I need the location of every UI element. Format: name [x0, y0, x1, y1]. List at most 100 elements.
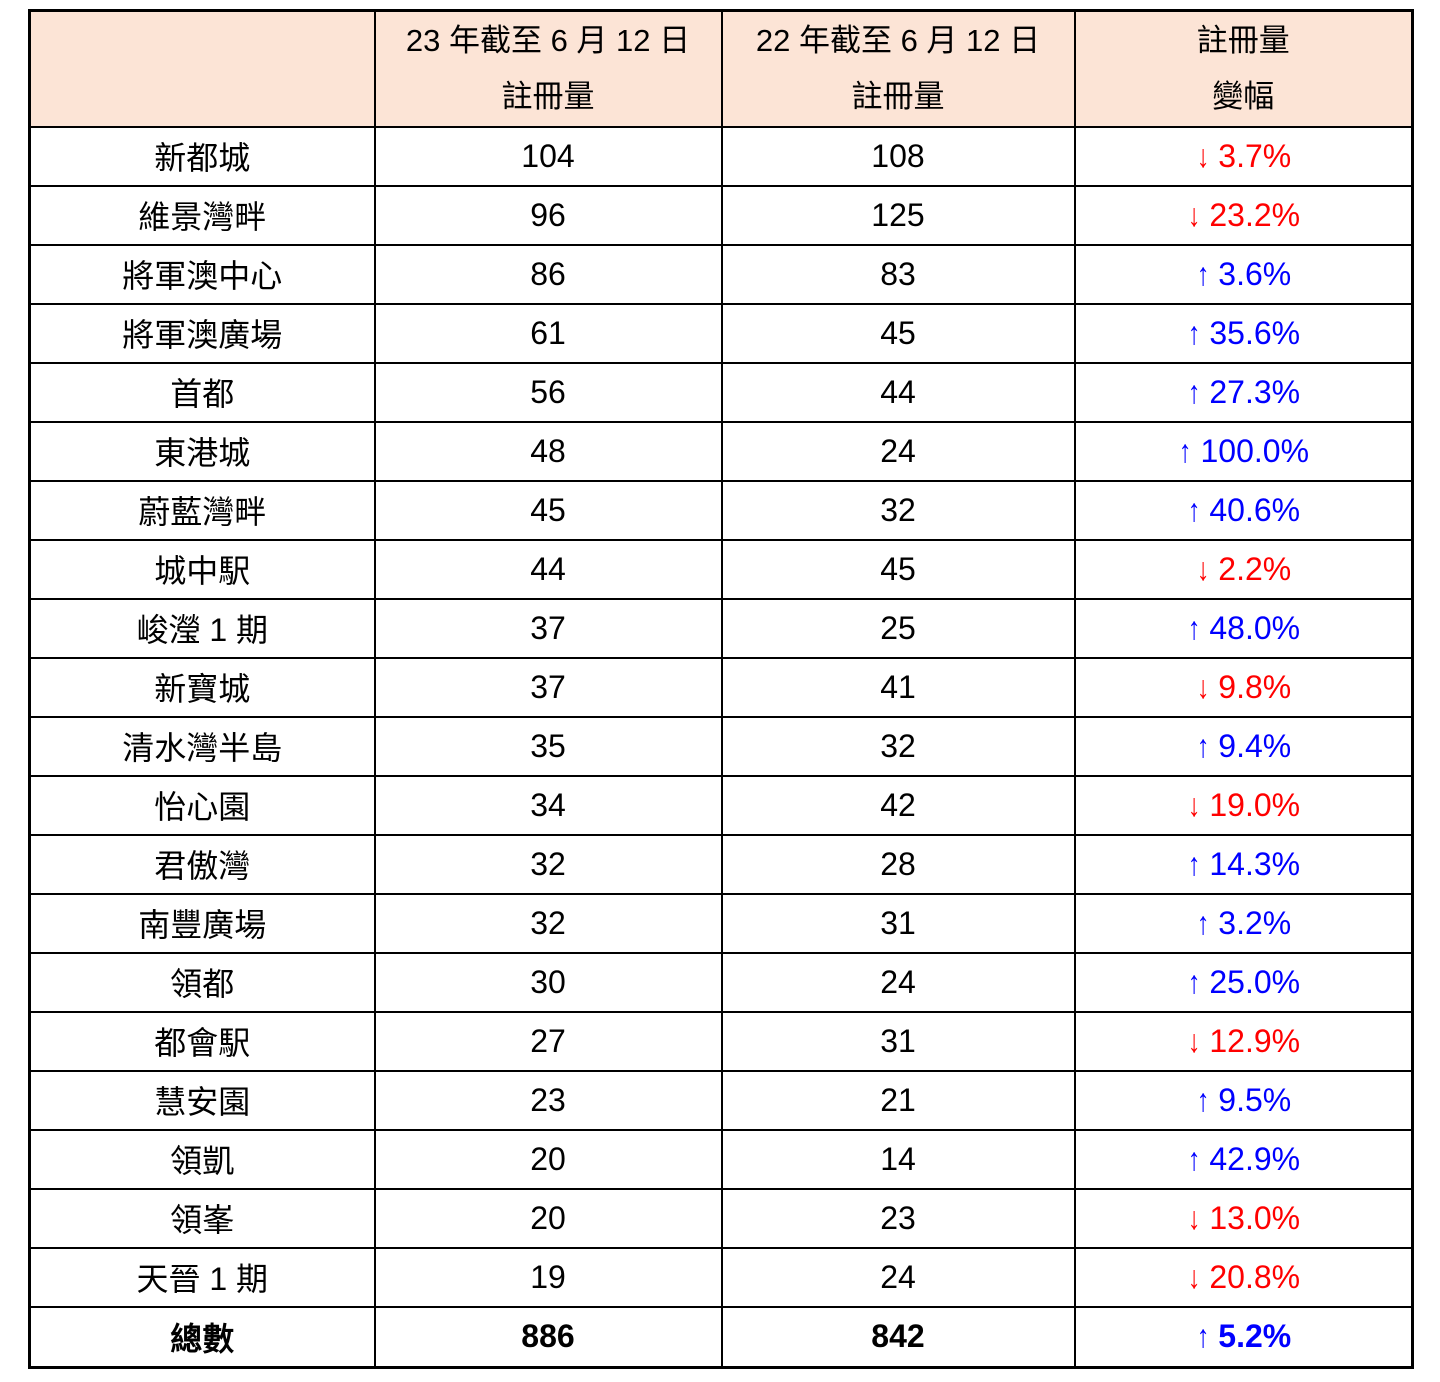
- table-row: 將軍澳廣場 61 45 ↑ 35.6%: [28, 302, 1414, 364]
- estate-name: 維景灣畔: [28, 184, 376, 246]
- estate-name: 領凱: [28, 1128, 376, 1190]
- change-percentage: ↑ 40.6%: [1073, 479, 1414, 541]
- change-value: 35.6%: [1209, 314, 1301, 351]
- change-arrow-icon: ↑: [1187, 963, 1201, 1000]
- estate-name: 峻瀅 1 期: [28, 597, 376, 659]
- change-percentage: ↓ 13.0%: [1073, 1187, 1414, 1249]
- change-percentage: ↑ 9.5%: [1073, 1069, 1414, 1131]
- change-value: 14.3%: [1209, 845, 1301, 882]
- estate-name: 將軍澳中心: [28, 243, 376, 305]
- registrations-2022: 24: [720, 951, 1076, 1013]
- change-arrow-icon: ↑: [1187, 373, 1201, 410]
- estate-name: 君傲灣: [28, 833, 376, 895]
- table-row: 清水灣半島 35 32 ↑ 9.4%: [28, 715, 1414, 777]
- table-row: 新都城 104 108 ↓ 3.7%: [28, 125, 1414, 187]
- table-row: 慧安園 23 21 ↑ 9.5%: [28, 1069, 1414, 1131]
- change-percentage: ↓ 9.8%: [1073, 656, 1414, 718]
- change-value: 2.2%: [1218, 550, 1292, 587]
- registrations-2023: 61: [373, 302, 723, 364]
- estate-name: 南豐廣場: [28, 892, 376, 954]
- registrations-2022: 14: [720, 1128, 1076, 1190]
- table-row: 領峯 20 23 ↓ 13.0%: [28, 1187, 1414, 1249]
- change-percentage: ↓ 19.0%: [1073, 774, 1414, 836]
- change-arrow-icon: ↑: [1187, 845, 1201, 882]
- estate-name: 怡心園: [28, 774, 376, 836]
- change-arrow-icon: ↓: [1196, 550, 1210, 587]
- change-percentage: ↓ 20.8%: [1073, 1246, 1414, 1308]
- change-arrow-icon: ↑: [1196, 727, 1210, 764]
- estate-name: 城中駅: [28, 538, 376, 600]
- registrations-2022: 842: [720, 1305, 1076, 1369]
- registrations-2022: 83: [720, 243, 1076, 305]
- registrations-2023: 44: [373, 538, 723, 600]
- registrations-2023: 34: [373, 774, 723, 836]
- registrations-2022: 32: [720, 715, 1076, 777]
- registrations-2022: 24: [720, 420, 1076, 482]
- registrations-2023: 48: [373, 420, 723, 482]
- registrations-2023: 32: [373, 833, 723, 895]
- registrations-2022: 44: [720, 361, 1076, 423]
- change-value: 9.5%: [1218, 1081, 1292, 1118]
- change-value: 3.6%: [1218, 255, 1292, 292]
- estate-name: 蔚藍灣畔: [28, 479, 376, 541]
- registrations-2022: 23: [720, 1187, 1076, 1249]
- change-arrow-icon: ↓: [1187, 1199, 1201, 1236]
- table-body: 新都城 104 108 ↓ 3.7% 維景灣畔 96 125 ↓ 23.2% 將軍澳…: [28, 125, 1414, 1369]
- change-percentage: ↑ 42.9%: [1073, 1128, 1414, 1190]
- table-row: 東港城 48 24 ↑ 100.0%: [28, 420, 1414, 482]
- change-arrow-icon: ↓: [1187, 786, 1201, 823]
- registrations-2023: 19: [373, 1246, 723, 1308]
- registrations-2023: 20: [373, 1128, 723, 1190]
- change-value: 13.0%: [1209, 1199, 1301, 1236]
- change-arrow-icon: ↑: [1196, 904, 1210, 941]
- registrations-2022: 21: [720, 1069, 1076, 1131]
- estate-name: 慧安園: [28, 1069, 376, 1131]
- registrations-2022: 31: [720, 1010, 1076, 1072]
- header-change-line1: 註冊量: [1196, 22, 1290, 58]
- registrations-2022: 108: [720, 125, 1076, 187]
- registrations-2022: 31: [720, 892, 1076, 954]
- registrations-2022: 45: [720, 538, 1076, 600]
- registrations-2023: 32: [373, 892, 723, 954]
- registrations-2023: 20: [373, 1187, 723, 1249]
- change-arrow-icon: ↑: [1179, 432, 1192, 469]
- registrations-2022: 45: [720, 302, 1076, 364]
- change-arrow-icon: ↓: [1196, 137, 1210, 174]
- registrations-2023: 96: [373, 184, 723, 246]
- table-row: 維景灣畔 96 125 ↓ 23.2%: [28, 184, 1414, 246]
- registrations-2023: 23: [373, 1069, 723, 1131]
- change-arrow-icon: ↓: [1196, 668, 1210, 705]
- table-row: 峻瀅 1 期 37 25 ↑ 48.0%: [28, 597, 1414, 659]
- change-value: 19.0%: [1209, 786, 1301, 823]
- registrations-2023: 37: [373, 656, 723, 718]
- registrations-2023: 104: [373, 125, 723, 187]
- change-value: 42.9%: [1209, 1140, 1301, 1177]
- change-percentage: ↓ 2.2%: [1073, 538, 1414, 600]
- change-arrow-icon: ↓: [1187, 1258, 1201, 1295]
- header-2022-line2: 註冊量: [851, 78, 945, 114]
- registrations-2022: 41: [720, 656, 1076, 718]
- estate-name: 總數: [28, 1305, 376, 1369]
- change-value: 20.8%: [1209, 1258, 1301, 1295]
- change-arrow-icon: ↑: [1187, 1140, 1201, 1177]
- change-percentage: ↑ 48.0%: [1073, 597, 1414, 659]
- change-arrow-icon: ↑: [1187, 491, 1201, 528]
- estate-name: 東港城: [28, 420, 376, 482]
- header-2023-line1: 23 年截至 6 月 12 日: [405, 22, 691, 58]
- table-row: 南豐廣場 32 31 ↑ 3.2%: [28, 892, 1414, 954]
- change-percentage: ↑ 3.6%: [1073, 243, 1414, 305]
- total-row: 總數 886 842 ↑ 5.2%: [28, 1305, 1414, 1369]
- registrations-2022: 25: [720, 597, 1076, 659]
- change-value: 27.3%: [1209, 373, 1301, 410]
- estate-name: 將軍澳廣場: [28, 302, 376, 364]
- table-row: 城中駅 44 45 ↓ 2.2%: [28, 538, 1414, 600]
- change-value: 12.9%: [1209, 1022, 1301, 1059]
- change-percentage: ↑ 3.2%: [1073, 892, 1414, 954]
- registrations-2023: 886: [373, 1305, 723, 1369]
- table-row: 新寶城 37 41 ↓ 9.8%: [28, 656, 1414, 718]
- change-arrow-icon: ↑: [1196, 255, 1210, 292]
- registrations-2023: 37: [373, 597, 723, 659]
- estate-name: 首都: [28, 361, 376, 423]
- change-arrow-icon: ↑: [1187, 314, 1201, 351]
- change-value: 23.2%: [1209, 196, 1301, 233]
